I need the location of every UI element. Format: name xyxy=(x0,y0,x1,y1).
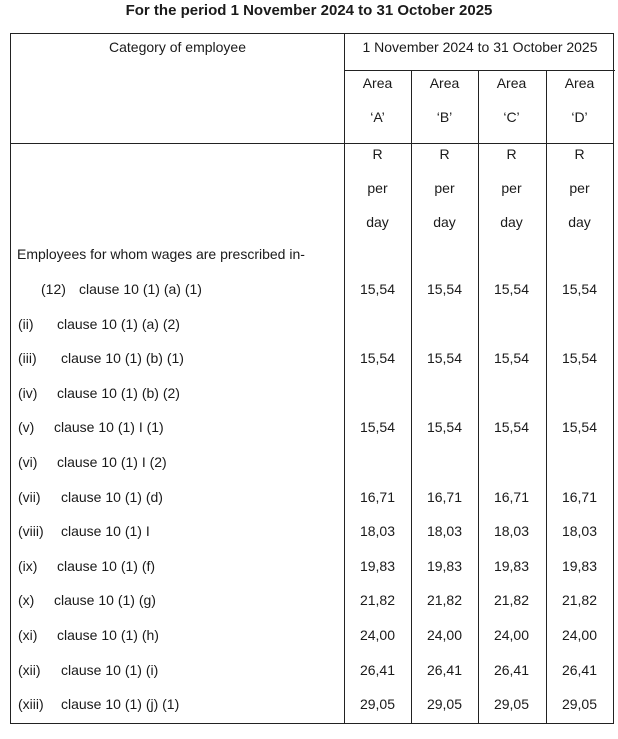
col-divider xyxy=(344,34,345,723)
row-number: (ix) xyxy=(18,557,38,574)
unit-label: day xyxy=(366,214,389,230)
row-number: (iv) xyxy=(18,384,38,401)
row-number: (12) xyxy=(41,281,66,297)
col-divider xyxy=(478,70,479,723)
area-header: Area xyxy=(429,75,460,91)
wage-value: 15,54 xyxy=(493,281,530,297)
wage-value: 29,05 xyxy=(426,696,463,713)
wage-value: 26,41 xyxy=(426,661,463,678)
wage-value: 24,00 xyxy=(426,627,463,643)
wage-value: 16,71 xyxy=(426,488,463,505)
unit-label: day xyxy=(500,214,523,230)
wage-value: 15,54 xyxy=(426,419,463,436)
row-clause: clause 10 (1) I (1) xyxy=(54,419,164,436)
wage-value: 15,54 xyxy=(426,281,463,297)
wage-value: 21,82 xyxy=(426,592,463,609)
row-clause: clause 10 (1) (d) xyxy=(61,488,163,505)
unit-label: R xyxy=(574,146,585,162)
row-divider xyxy=(344,70,615,71)
unit-label: R xyxy=(506,146,517,162)
row-clause: clause 10 (1) (a) (1) xyxy=(79,281,202,297)
row-clause: clause 10 (1) (h) xyxy=(57,627,159,643)
col-divider xyxy=(411,70,412,723)
row-number: (xii) xyxy=(18,661,41,678)
row-clause: clause 10 (1) (b) (2) xyxy=(57,384,180,401)
wage-value: 18,03 xyxy=(426,523,463,540)
area-code: ‘B’ xyxy=(436,109,453,125)
unit-label: per xyxy=(569,180,590,196)
wage-value: 24,00 xyxy=(561,627,598,643)
row-number: (x) xyxy=(18,592,35,609)
area-code: ‘C’ xyxy=(503,109,520,125)
wage-value: 24,00 xyxy=(359,627,396,643)
document-title: For the period 1 November 2024 to 31 Oct… xyxy=(125,2,493,19)
wage-value: 19,83 xyxy=(561,557,598,574)
wage-value: 15,54 xyxy=(493,419,530,436)
section-label: Employees for whom wages are prescribed … xyxy=(17,246,305,262)
unit-label: R xyxy=(372,146,383,162)
row-number: (vii) xyxy=(18,488,41,505)
wage-value: 15,54 xyxy=(493,350,530,367)
row-clause: clause 10 (1) (g) xyxy=(54,592,156,609)
wage-value: 24,00 xyxy=(493,627,530,643)
wage-value: 15,54 xyxy=(561,281,598,297)
category-header: Category of employee xyxy=(109,39,246,55)
wage-value: 21,82 xyxy=(493,592,530,609)
wage-value: 26,41 xyxy=(561,661,598,678)
unit-label: per xyxy=(367,180,388,196)
unit-label: day xyxy=(568,214,591,230)
wage-value: 19,83 xyxy=(493,557,530,574)
period-header: 1 November 2024 to 31 October 2025 xyxy=(362,39,598,55)
wage-value: 15,54 xyxy=(426,350,463,367)
row-clause: clause 10 (1) (f) xyxy=(57,557,156,574)
row-clause: clause 10 (1) (j) (1) xyxy=(61,696,180,713)
area-code: ‘D’ xyxy=(571,109,588,125)
wage-value: 15,54 xyxy=(561,350,598,367)
wage-value: 29,05 xyxy=(561,696,598,713)
wage-value: 26,41 xyxy=(493,661,530,678)
row-number: (xiii) xyxy=(18,696,44,713)
row-clause: clause 10 (1) (a) (2) xyxy=(57,315,180,332)
wage-value: 26,41 xyxy=(359,661,396,678)
wage-value: 16,71 xyxy=(561,488,598,505)
wage-value: 18,03 xyxy=(493,523,530,540)
wage-value: 21,82 xyxy=(359,592,396,609)
row-number: (vi) xyxy=(18,454,38,470)
unit-label: day xyxy=(433,214,456,230)
row-clause: clause 10 (1) (b) (1) xyxy=(61,350,184,367)
col-divider xyxy=(546,70,547,723)
wage-value: 21,82 xyxy=(561,592,598,609)
row-clause: clause 10 (1) (i) xyxy=(61,661,159,678)
area-header: Area xyxy=(362,75,393,91)
row-clause: clause 10 (1) I xyxy=(61,523,150,540)
row-number: (v) xyxy=(18,419,35,436)
area-code: ‘A’ xyxy=(370,109,385,125)
wage-table: Category of employee 1 November 2024 to … xyxy=(10,33,615,724)
area-header: Area xyxy=(496,75,527,91)
row-number: (ii) xyxy=(18,315,34,332)
wage-value: 18,03 xyxy=(359,523,396,540)
row-number: (viii) xyxy=(18,523,44,540)
wage-value: 29,05 xyxy=(493,696,530,713)
wage-value: 19,83 xyxy=(426,557,463,574)
wage-value: 19,83 xyxy=(359,557,396,574)
wage-value: 16,71 xyxy=(359,488,396,505)
wage-value: 15,54 xyxy=(359,419,396,436)
wage-value: 15,54 xyxy=(359,281,396,297)
row-divider xyxy=(11,143,613,144)
row-number: (iii) xyxy=(18,350,37,367)
wage-value: 29,05 xyxy=(359,696,396,713)
wage-value: 15,54 xyxy=(359,350,396,367)
unit-label: R xyxy=(439,146,450,162)
unit-label: per xyxy=(501,180,522,196)
wage-value: 16,71 xyxy=(493,488,530,505)
wage-value: 15,54 xyxy=(561,419,598,436)
row-clause: clause 10 (1) I (2) xyxy=(57,454,167,470)
wage-value: 18,03 xyxy=(561,523,598,540)
area-header: Area xyxy=(564,75,595,91)
unit-label: per xyxy=(434,180,455,196)
row-number: (xi) xyxy=(18,627,38,643)
